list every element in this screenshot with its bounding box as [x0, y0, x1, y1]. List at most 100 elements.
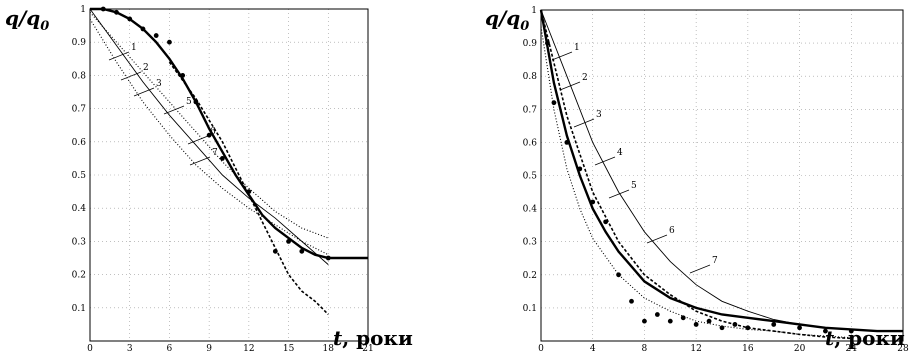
curve-label: 3	[156, 79, 162, 89]
y-tick-label: 0.9	[72, 38, 87, 48]
curve-label-leader	[189, 156, 211, 166]
x-tick-label: 12	[690, 344, 701, 354]
data-point	[667, 318, 673, 324]
series-line-1	[539, 9, 903, 333]
curve-label: 5	[186, 97, 192, 107]
y-tick-label: 0.1	[523, 304, 537, 314]
data-point	[564, 140, 570, 145]
y-tick-label: 0.3	[523, 238, 538, 248]
curve-label-leader	[108, 51, 130, 61]
curve-label-leader	[559, 81, 581, 91]
right-chart: 0 4 8 12 16 20 24 280.10.20.30.40.50.60.70.80.9…	[485, 6, 909, 354]
y-tick-label: 1	[80, 5, 86, 15]
x-tick-label: 3	[127, 344, 133, 354]
y-tick-label: 0.5	[72, 171, 87, 181]
data-point	[680, 315, 686, 321]
data-point	[616, 272, 621, 278]
curve-label-leader	[551, 51, 573, 61]
y-axis-label: q/q0	[5, 6, 49, 34]
data-point	[551, 100, 557, 106]
x-tick-label: 4	[590, 344, 596, 354]
y-tick-label: 0.5	[523, 172, 538, 182]
curve-label-leader	[187, 135, 209, 145]
data-point	[577, 166, 583, 172]
series-line-2	[540, 9, 903, 332]
x-tick-label: 8	[642, 344, 648, 354]
x-tick-label: 18	[323, 344, 335, 354]
curve-label: 6	[210, 127, 216, 137]
data-point	[114, 9, 119, 15]
curve-label-leader	[608, 189, 630, 199]
data-point	[771, 322, 777, 327]
y-axis-label: q/q0	[485, 6, 529, 34]
y-tick-label: 0.4	[72, 204, 87, 214]
series-line-1	[90, 7, 368, 260]
x-tick-label: 24	[846, 344, 858, 354]
x-tick-label: 9	[206, 344, 212, 354]
y-tick-label: 1	[531, 6, 537, 16]
curve-label-leader	[133, 87, 155, 97]
y-tick-label: 0.7	[523, 105, 538, 115]
data-point	[745, 325, 751, 331]
data-point	[732, 322, 738, 327]
data-point	[299, 248, 305, 254]
data-point	[642, 318, 647, 324]
data-point	[180, 73, 186, 78]
curve-label: 1	[574, 43, 580, 53]
plot-frame	[540, 9, 904, 342]
data-point	[848, 328, 854, 334]
curve-label-leader	[646, 234, 668, 244]
curve-label: 7	[712, 256, 718, 266]
series-line-3	[540, 26, 852, 339]
x-tick-label: 6	[167, 344, 173, 354]
data-point	[127, 16, 133, 22]
data-point	[140, 26, 146, 32]
plot-frame	[89, 8, 369, 342]
curve-label: 5	[631, 181, 637, 191]
data-point	[823, 328, 828, 334]
data-point	[590, 199, 596, 205]
curve-label: 3	[596, 110, 602, 120]
y-tick-label: 0.2	[72, 271, 86, 281]
data-point	[325, 255, 331, 261]
curve-label: 2	[143, 63, 149, 73]
y-tick-label: 0.2	[523, 271, 537, 281]
y-tick-label: 0.8	[523, 72, 538, 82]
series-line-3	[89, 18, 329, 256]
series-line-2	[89, 8, 329, 265]
curve-label: 1	[131, 43, 137, 53]
curve-label-leader	[573, 118, 595, 128]
x-tick-label: 12	[243, 344, 254, 354]
series-line-4	[540, 9, 852, 340]
data-point	[153, 33, 159, 38]
data-point	[603, 219, 609, 225]
y-tick-label: 0.6	[523, 138, 538, 148]
series-line-5	[168, 61, 329, 315]
y-tick-label: 0.4	[523, 205, 538, 215]
data-point	[286, 239, 291, 244]
data-point	[693, 322, 699, 327]
data-point	[629, 298, 634, 304]
data-point	[272, 248, 278, 254]
x-tick-label: 21	[362, 344, 373, 354]
y-tick-label: 0.3	[72, 237, 87, 247]
y-tick-label: 0.8	[72, 71, 87, 81]
y-tick-label: 0.6	[72, 138, 87, 148]
data-point	[100, 6, 106, 12]
x-tick-label: 0	[538, 344, 544, 354]
curve-label: 6	[669, 226, 675, 236]
y-tick-label: 0.7	[72, 105, 87, 115]
x-tick-label: 0	[87, 344, 93, 354]
data-point	[193, 99, 199, 105]
data-point	[167, 39, 172, 45]
curve-label-leader	[594, 156, 616, 166]
curve-label: 2	[582, 73, 588, 83]
curve-label-leader	[689, 264, 711, 274]
data-point	[719, 325, 725, 331]
data-point	[246, 189, 252, 195]
y-tick-label: 0.9	[523, 39, 538, 49]
x-tick-label: 28	[897, 344, 909, 354]
x-tick-label: 16	[742, 344, 754, 354]
left-chart: 0 3 6 9 12 15 18 210.10.20.30.40.50.60.70.80.91…	[5, 5, 413, 354]
